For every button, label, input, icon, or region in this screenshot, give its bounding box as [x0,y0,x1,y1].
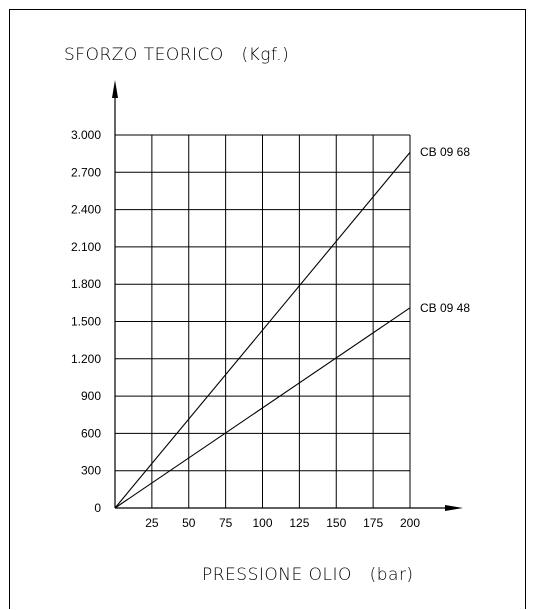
chart-axes [112,80,463,511]
series-label: CB 09 68 [420,145,470,159]
x-tick-label: 75 [219,516,233,530]
y-axis-title: SFORZO TEORICO (Kgf.) [64,45,289,65]
series-line [114,307,411,509]
x-tick-label: 150 [326,516,346,530]
x-tick-label: 175 [363,516,383,530]
chart-series [114,152,411,509]
x-tick-label: 100 [252,516,272,530]
y-tick-label: 3.000 [71,128,101,142]
y-axis-arrow [112,80,118,98]
x-axis-arrow [445,505,463,511]
x-tick-label: 25 [145,516,159,530]
series-label: CB 09 48 [420,301,470,315]
chart-labels: 0 300 600 900 1.200 1.500 1.800 2.100 2.400 2.700… [71,128,470,530]
chart-grid [115,134,411,508]
y-tick-label: 2.100 [71,240,101,254]
x-tick-label: 125 [289,516,309,530]
x-tick-label: 50 [182,516,196,530]
y-tick-label: 900 [81,389,101,403]
y-tick-label: 1.200 [71,352,101,366]
series-line [114,152,411,509]
y-tick-label: 300 [81,464,101,478]
x-tick-label: 200 [400,516,420,530]
y-tick-label: 1.500 [71,315,101,329]
y-tick-label: 2.400 [71,203,101,217]
x-axis-title: PRESSIONE OLIO (bar) [202,565,414,585]
y-tick-label: 1.800 [71,277,101,291]
y-tick-label: 2.700 [71,165,101,179]
chart-frame [9,9,526,609]
y-tick-label: 600 [81,426,101,440]
y-tick-label: 0 [94,501,101,515]
